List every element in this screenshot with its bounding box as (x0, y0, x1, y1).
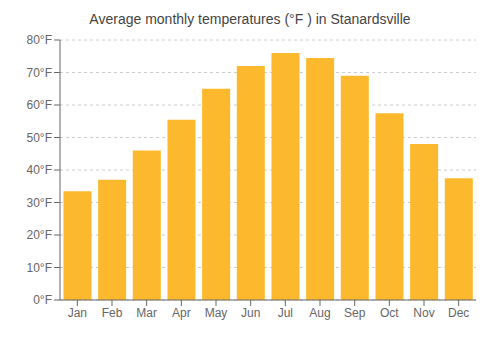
svg-text:Oct: Oct (380, 306, 399, 320)
svg-text:0°F: 0°F (33, 293, 52, 307)
svg-text:Nov: Nov (413, 306, 434, 320)
svg-text:Jun: Jun (241, 306, 260, 320)
svg-text:Dec: Dec (448, 306, 469, 320)
svg-text:Jul: Jul (278, 306, 293, 320)
svg-text:Sep: Sep (344, 306, 366, 320)
svg-text:50°F: 50°F (27, 131, 52, 145)
svg-text:10°F: 10°F (27, 261, 52, 275)
svg-text:20°F: 20°F (27, 228, 52, 242)
svg-text:60°F: 60°F (27, 98, 52, 112)
svg-text:80°F: 80°F (27, 33, 52, 47)
svg-text:Apr: Apr (172, 306, 191, 320)
svg-text:40°F: 40°F (27, 163, 52, 177)
svg-text:Jan: Jan (68, 306, 87, 320)
svg-text:30°F: 30°F (27, 196, 52, 210)
svg-text:Aug: Aug (309, 306, 330, 320)
html-text:Average monthly temperatures (: Average monthly temperatures (°F ) in St… (89, 11, 411, 27)
svg-text:70°F: 70°F (27, 66, 52, 80)
svg-text:Feb: Feb (102, 306, 123, 320)
svg-text:Mar: Mar (136, 306, 157, 320)
svg-text:May: May (205, 306, 228, 320)
